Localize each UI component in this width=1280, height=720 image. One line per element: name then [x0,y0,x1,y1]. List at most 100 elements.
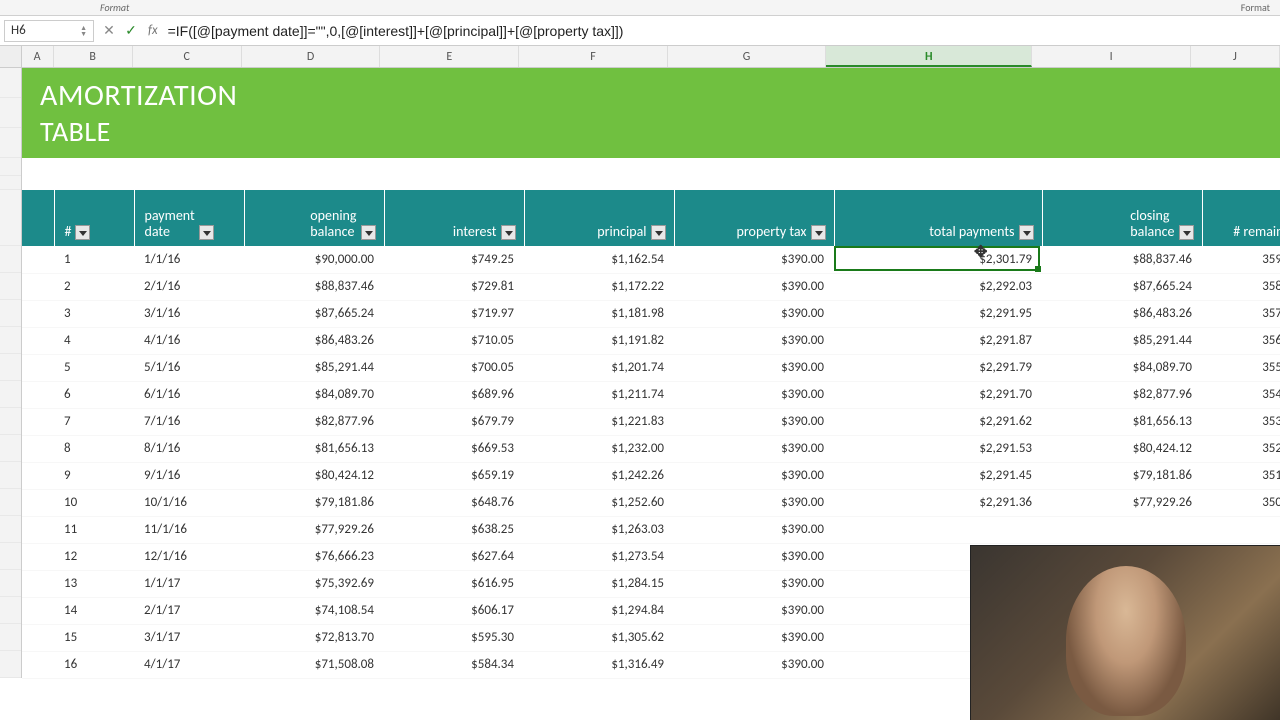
cell-ptax[interactable]: $390.00 [674,435,834,462]
filter-icon[interactable] [75,225,90,240]
cell-num[interactable]: 10 [54,489,134,516]
cell-principal[interactable]: $1,305.62 [524,624,674,651]
formula-input[interactable] [164,21,1276,41]
cell-principal[interactable]: $1,211.74 [524,381,674,408]
col-header-I[interactable]: I [1032,46,1191,67]
th-ptax[interactable]: property tax [674,190,834,246]
cell-total[interactable]: $2,291.87 [834,327,1042,354]
cell-opening[interactable]: $86,483.26 [244,327,384,354]
row-header[interactable] [0,68,21,98]
cell-total[interactable] [834,516,1042,543]
th-date[interactable]: paymentdate [134,190,244,246]
table-row[interactable]: 88/1/16$81,656.13$669.53$1,232.00$390.00… [22,435,1280,462]
cell-date[interactable]: 6/1/16 [134,381,244,408]
col-header-E[interactable]: E [380,46,519,67]
filter-icon[interactable] [651,225,666,240]
row-header[interactable] [0,624,21,651]
cell-opening[interactable]: $76,666.23 [244,543,384,570]
th-closing[interactable]: closingbalance [1042,190,1202,246]
cell-interest[interactable]: $689.96 [384,381,524,408]
table-row[interactable]: 77/1/16$82,877.96$679.79$1,221.83$390.00… [22,408,1280,435]
cell-principal[interactable]: $1,191.82 [524,327,674,354]
cell-opening[interactable]: $82,877.96 [244,408,384,435]
cell-total[interactable]: $2,291.53 [834,435,1042,462]
col-header-C[interactable]: C [133,46,242,67]
row-header[interactable] [0,516,21,543]
cell-interest[interactable]: $616.95 [384,570,524,597]
row-header[interactable] [0,273,21,300]
col-header-F[interactable]: F [519,46,668,67]
cell-num[interactable]: 16 [54,651,134,678]
row-header[interactable] [0,543,21,570]
cell-total[interactable]: $2,301.79 [834,246,1042,273]
cell-closing[interactable]: $85,291.44 [1042,327,1202,354]
row-header[interactable] [0,327,21,354]
cell-opening[interactable]: $87,665.24 [244,300,384,327]
cell-remain[interactable] [1202,516,1280,543]
cell-total[interactable]: $2,291.79 [834,354,1042,381]
cell-interest[interactable]: $584.34 [384,651,524,678]
cancel-formula-button[interactable]: ✕ [98,22,120,39]
cell-remain[interactable]: 357 [1202,300,1280,327]
cell-opening[interactable]: $75,392.69 [244,570,384,597]
cell-remain[interactable]: 350 [1202,489,1280,516]
cell-principal[interactable]: $1,232.00 [524,435,674,462]
cell-remain[interactable]: 359 [1202,246,1280,273]
cell-opening[interactable]: $71,508.08 [244,651,384,678]
cell-ptax[interactable]: $390.00 [674,327,834,354]
cell-closing[interactable]: $81,656.13 [1042,408,1202,435]
name-box-stepper-icon[interactable]: ▲▼ [80,25,87,37]
cell-remain[interactable]: 354 [1202,381,1280,408]
row-header[interactable] [0,597,21,624]
filter-icon[interactable] [501,225,516,240]
cell-total[interactable]: $2,291.70 [834,381,1042,408]
cell-ptax[interactable]: $390.00 [674,597,834,624]
cell-ptax[interactable]: $390.00 [674,543,834,570]
cell-num[interactable]: 4 [54,327,134,354]
cell-ptax[interactable]: $390.00 [674,273,834,300]
cell-principal[interactable]: $1,252.60 [524,489,674,516]
cell-ptax[interactable]: $390.00 [674,489,834,516]
cell-principal[interactable]: $1,284.15 [524,570,674,597]
filter-icon[interactable] [1179,225,1194,240]
cell-opening[interactable]: $90,000.00 [244,246,384,273]
cell-total[interactable]: $2,291.45 [834,462,1042,489]
cell-num[interactable]: 14 [54,597,134,624]
cell-total[interactable]: $2,292.03 [834,273,1042,300]
row-header[interactable] [0,381,21,408]
cell-num[interactable]: 8 [54,435,134,462]
row-header[interactable] [0,354,21,381]
cell-remain[interactable]: 356 [1202,327,1280,354]
row-header[interactable] [0,128,21,158]
cell-closing[interactable]: $79,181.86 [1042,462,1202,489]
cell-ptax[interactable]: $390.00 [674,570,834,597]
table-row[interactable]: 11/1/16$90,000.00$749.25$1,162.54$390.00… [22,246,1280,273]
row-header[interactable] [0,489,21,516]
cell-principal[interactable]: $1,263.03 [524,516,674,543]
cell-date[interactable]: 12/1/16 [134,543,244,570]
cell-ptax[interactable]: $390.00 [674,651,834,678]
cell-principal[interactable]: $1,181.98 [524,300,674,327]
fx-icon[interactable]: fx [148,23,158,38]
cell-closing[interactable]: $87,665.24 [1042,273,1202,300]
table-row[interactable]: 22/1/16$88,837.46$729.81$1,172.22$390.00… [22,273,1280,300]
cell-opening[interactable]: $84,089.70 [244,381,384,408]
cell-closing[interactable]: $77,929.26 [1042,489,1202,516]
row-header[interactable] [0,300,21,327]
row-header[interactable] [0,98,21,128]
cell-date[interactable]: 7/1/16 [134,408,244,435]
row-header[interactable] [0,190,21,246]
cell-ptax[interactable]: $390.00 [674,354,834,381]
cell-opening[interactable]: $77,929.26 [244,516,384,543]
row-header[interactable] [0,176,21,190]
th-opening[interactable]: openingbalance [244,190,384,246]
col-header-A[interactable]: A [22,46,54,67]
col-header-G[interactable]: G [668,46,827,67]
cell-interest[interactable]: $700.05 [384,354,524,381]
col-header-D[interactable]: D [242,46,381,67]
th-remain[interactable]: # remain [1202,190,1280,246]
cell-interest[interactable]: $627.64 [384,543,524,570]
cell-opening[interactable]: $88,837.46 [244,273,384,300]
cell-remain[interactable]: 355 [1202,354,1280,381]
cell-principal[interactable]: $1,294.84 [524,597,674,624]
